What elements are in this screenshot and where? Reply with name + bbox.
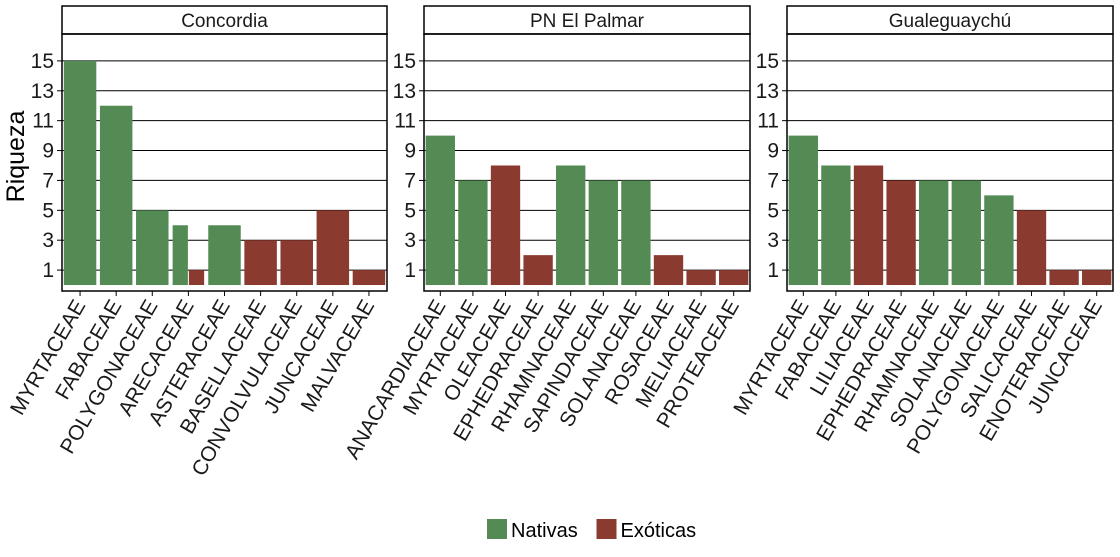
bar bbox=[919, 180, 949, 286]
y-tick-label: 9 bbox=[404, 140, 416, 163]
y-axis-title: Riqueza bbox=[2, 111, 30, 203]
bar bbox=[188, 270, 205, 286]
bar bbox=[425, 135, 455, 286]
bar bbox=[788, 135, 818, 286]
bar bbox=[588, 180, 618, 286]
bar bbox=[244, 240, 277, 286]
legend-label: Nativas bbox=[511, 520, 578, 542]
bar bbox=[621, 180, 651, 286]
panel: PN El PalmarANACARDIACEAEMYRTACEAEOLEACE… bbox=[341, 5, 751, 463]
bar bbox=[490, 165, 521, 286]
bar bbox=[719, 270, 749, 286]
panel-title: Concordia bbox=[181, 11, 268, 32]
y-tick-label: 7 bbox=[42, 169, 54, 192]
bar bbox=[853, 165, 884, 286]
bar bbox=[280, 240, 313, 286]
y-tick-label: 7 bbox=[404, 169, 416, 192]
bar bbox=[951, 180, 981, 286]
bar bbox=[136, 210, 169, 286]
bar bbox=[458, 180, 488, 286]
bar bbox=[316, 210, 350, 286]
bar bbox=[1049, 270, 1079, 286]
y-tick-label: 15 bbox=[31, 50, 54, 73]
legend-swatch bbox=[596, 519, 617, 539]
y-tick-label: 3 bbox=[42, 229, 54, 252]
bar bbox=[984, 195, 1014, 286]
bar bbox=[653, 255, 684, 286]
bar bbox=[208, 225, 241, 286]
bar bbox=[1082, 270, 1112, 286]
bar bbox=[172, 225, 188, 286]
bar bbox=[523, 255, 553, 286]
y-tick-label: 5 bbox=[42, 199, 54, 222]
panel-strip bbox=[423, 5, 751, 35]
y-tick-label: 5 bbox=[767, 199, 779, 222]
bar bbox=[686, 270, 716, 286]
y-tick-label: 9 bbox=[42, 140, 54, 163]
panel-border bbox=[61, 33, 388, 292]
y-tick-label: 3 bbox=[767, 229, 779, 252]
panel-border bbox=[786, 33, 1114, 292]
y-tick-label: 13 bbox=[756, 80, 779, 103]
bar bbox=[886, 180, 916, 286]
bar bbox=[99, 105, 133, 286]
legend-swatch bbox=[487, 519, 507, 539]
y-tick-label: 11 bbox=[394, 110, 416, 133]
y-tick-label: 13 bbox=[31, 80, 54, 103]
bar bbox=[821, 165, 851, 286]
y-tick-label: 11 bbox=[32, 110, 54, 133]
panel-title: Gualeguaychú bbox=[889, 11, 1012, 32]
y-tick-label: 1 bbox=[404, 259, 416, 282]
legend-label: Exóticas bbox=[621, 520, 697, 542]
y-tick-label: 13 bbox=[393, 80, 416, 103]
y-tick-label: 3 bbox=[404, 229, 416, 252]
legend: Nativas Exóticas bbox=[487, 519, 696, 542]
y-tick-label: 15 bbox=[393, 50, 416, 73]
y-tick-label: 11 bbox=[757, 110, 779, 133]
y-tick-label: 15 bbox=[756, 50, 779, 73]
y-tick-label: 5 bbox=[404, 199, 416, 222]
bar bbox=[1016, 210, 1047, 286]
y-tick-label: 9 bbox=[767, 140, 779, 163]
y-tick-label: 1 bbox=[42, 259, 54, 282]
bar bbox=[556, 165, 586, 286]
y-tick-label: 7 bbox=[767, 169, 779, 192]
panel-border bbox=[423, 33, 751, 292]
panel-title: PN El Palmar bbox=[530, 11, 645, 32]
bar bbox=[63, 60, 97, 286]
y-tick-label: 1 bbox=[767, 259, 779, 282]
panel: ConcordiaMYRTACEAEFABACEAEPOLYGONACEAEAR… bbox=[6, 5, 388, 480]
bar bbox=[352, 270, 386, 286]
panel-strip bbox=[61, 5, 388, 35]
panel: GualeguaychúMYRTACEAEFABACEAELILIACEAEEP… bbox=[729, 5, 1114, 458]
